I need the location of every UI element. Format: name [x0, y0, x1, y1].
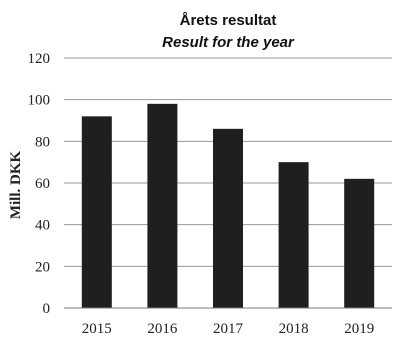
- bar-2017: [213, 128, 243, 308]
- bars: [81, 103, 375, 308]
- x-tick-labels: 2015 2016 2017 2018 2019: [82, 321, 374, 337]
- x-tick-label: 2018: [279, 321, 309, 337]
- y-tick-label: 100: [28, 93, 51, 109]
- x-tick-label: 2016: [147, 321, 178, 337]
- y-tick-label: 20: [35, 259, 50, 275]
- chart-title: Årets resultat: [180, 12, 277, 29]
- bar-2019: [344, 178, 375, 308]
- y-tick-label: 60: [35, 176, 50, 192]
- chart-subtitle: Result for the year: [162, 34, 295, 51]
- y-tick-label: 80: [35, 134, 50, 150]
- bar-2016: [147, 103, 178, 308]
- bar-2018: [278, 162, 309, 308]
- y-axis-label: Mill. DKK: [8, 151, 24, 220]
- y-tick-label: 120: [28, 51, 51, 67]
- x-tick-label: 2017: [213, 321, 244, 337]
- x-tick-label: 2019: [344, 321, 374, 337]
- y-tick-label: 40: [35, 218, 50, 234]
- bar-2015: [81, 116, 112, 308]
- y-tick-label: 0: [43, 301, 51, 317]
- y-tick-labels: 0 20 40 60 80 100 120: [28, 51, 51, 317]
- x-tick-label: 2015: [82, 321, 112, 337]
